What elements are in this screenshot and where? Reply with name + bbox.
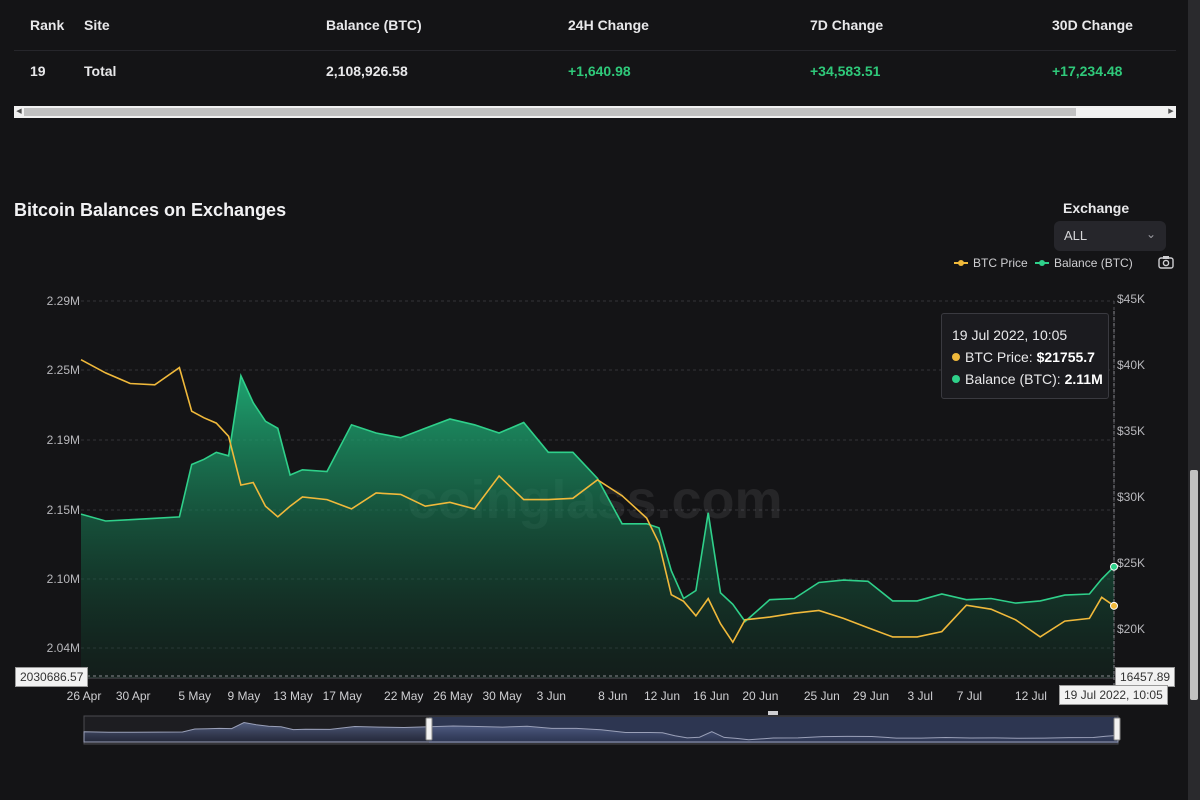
x-tick-label: 12 Jun xyxy=(644,689,680,703)
left-tick-label: 2.10M xyxy=(47,572,80,586)
scroll-left-icon[interactable]: ◀ xyxy=(16,108,22,115)
right-tick-label: $40K xyxy=(1117,358,1145,372)
header-24h-change[interactable]: 24H Change xyxy=(568,17,649,33)
cell-site: Total xyxy=(84,63,117,79)
tooltip-balance-row: Balance (BTC): 2.11M xyxy=(952,371,1103,387)
btc-cursor-point xyxy=(1110,601,1118,610)
x-axis: 26 Apr 30 Apr 5 May 9 May 13 May 17 May 22 May… xyxy=(67,689,1047,703)
right-cursor-label: 16457.89 xyxy=(1115,667,1176,687)
left-axis: 2.04M 2.10M 2.15M 2.19M 2.25M 2.29M xyxy=(47,294,80,655)
tooltip-btc-dot xyxy=(952,353,960,361)
x-tick-label: 17 May xyxy=(323,689,362,703)
balance-area xyxy=(81,375,1114,678)
x-tick-label: 26 Apr xyxy=(67,689,102,703)
page-vertical-scrollbar[interactable] xyxy=(1188,0,1200,800)
legend-btc-label: BTC Price xyxy=(973,256,1028,270)
legend-item-balance[interactable]: Balance (BTC) xyxy=(1035,256,1133,270)
scrollbar-thumb[interactable] xyxy=(24,108,1076,116)
cell-7d-change: +34,583.51 xyxy=(810,63,881,79)
header-rank[interactable]: Rank xyxy=(30,17,65,33)
x-tick-label: 25 Jun xyxy=(804,689,840,703)
x-tick-label: 7 Jul xyxy=(957,689,982,703)
x-tick-label: 3 Jul xyxy=(908,689,933,703)
exchange-select[interactable]: ALL ⌄ xyxy=(1054,221,1166,251)
header-7d-change[interactable]: 7D Change xyxy=(810,17,884,33)
range-navigator[interactable] xyxy=(83,711,1121,745)
tooltip-balance-label: Balance (BTC): xyxy=(965,371,1061,387)
btc-price-line xyxy=(80,358,1115,644)
left-tick-label: 2.15M xyxy=(47,503,80,517)
x-tick-label: 5 May xyxy=(178,689,211,703)
x-tick-label: 26 May xyxy=(433,689,472,703)
chart-title: Bitcoin Balances on Exchanges xyxy=(14,200,287,220)
table-horizontal-scrollbar[interactable]: ◀ ▶ xyxy=(14,106,1176,118)
exchange-filter-label: Exchange xyxy=(1063,200,1130,216)
legend-balance-label: Balance (BTC) xyxy=(1054,256,1133,270)
left-tick-label: 2.29M xyxy=(47,294,80,308)
balance-line xyxy=(80,373,1115,623)
right-tick-label: $20K xyxy=(1117,622,1145,636)
x-tick-label: 13 May xyxy=(273,689,312,703)
page-scrollbar-thumb[interactable] xyxy=(1190,470,1198,700)
x-tick-label: 29 Jun xyxy=(853,689,889,703)
x-tick-label: 8 Jun xyxy=(598,689,627,703)
x-tick-label: 9 May xyxy=(228,689,261,703)
right-tick-label: $30K xyxy=(1117,490,1145,504)
tooltip-balance-dot xyxy=(952,375,960,383)
cell-24h-change: +1,640.98 xyxy=(568,63,631,79)
tooltip-btc-label: BTC Price: xyxy=(965,349,1033,365)
header-30d-change[interactable]: 30D Change xyxy=(1052,17,1133,33)
header-balance[interactable]: Balance (BTC) xyxy=(326,17,422,33)
table-header-row: Rank Site Balance (BTC) 24H Change 7D Ch… xyxy=(14,0,1176,51)
table-row-total: 19 Total 2,108,926.58 +1,640.98 +34,583.… xyxy=(14,51,1176,97)
right-tick-label: $45K xyxy=(1117,292,1145,306)
x-tick-label: 3 Jun xyxy=(537,689,566,703)
tooltip-balance-value: 2.11M xyxy=(1064,371,1103,387)
right-axis: $20K $25K $30K $35K $40K $45K xyxy=(1117,292,1145,636)
x-tick-label: 30 May xyxy=(482,689,521,703)
x-tick-label: 30 Apr xyxy=(116,689,151,703)
legend-balance-swatch xyxy=(1035,260,1049,266)
legend-btc-swatch xyxy=(954,260,968,266)
chevron-down-icon: ⌄ xyxy=(1145,227,1156,241)
tooltip-btc-value: $21755.7 xyxy=(1036,349,1095,365)
cell-rank: 19 xyxy=(30,63,46,79)
legend-item-btc-price[interactable]: BTC Price xyxy=(954,256,1028,270)
balance-cursor-point xyxy=(1110,562,1118,571)
left-tick-label: 2.04M xyxy=(47,641,80,655)
navigator-drag-handle[interactable] xyxy=(768,711,778,715)
x-tick-label: 12 Jul xyxy=(1015,689,1047,703)
x-cursor-label: 19 Jul 2022, 10:05 xyxy=(1059,685,1168,705)
x-tick-label: 16 Jun xyxy=(693,689,729,703)
camera-icon[interactable] xyxy=(1158,255,1174,269)
right-tick-label: $25K xyxy=(1117,556,1145,570)
right-tick-label: $35K xyxy=(1117,424,1145,438)
x-tick-label: 22 May xyxy=(384,689,423,703)
navigator-balance-line xyxy=(83,721,1119,743)
navigator-left-handle[interactable] xyxy=(425,717,433,741)
cell-balance: 2,108,926.58 xyxy=(326,63,408,79)
cell-30d-change: +17,234.48 xyxy=(1052,63,1123,79)
navigator-right-handle[interactable] xyxy=(1113,717,1121,741)
chart-tooltip: 19 Jul 2022, 10:05 BTC Price: $21755.7 B… xyxy=(941,313,1109,399)
tooltip-btc-row: BTC Price: $21755.7 xyxy=(952,349,1095,365)
header-site[interactable]: Site xyxy=(84,17,110,33)
left-tick-label: 2.19M xyxy=(47,433,80,447)
exchange-balance-table: Rank Site Balance (BTC) 24H Change 7D Ch… xyxy=(14,0,1176,97)
x-tick-label: 20 Jun xyxy=(742,689,778,703)
exchange-select-value: ALL xyxy=(1064,228,1088,243)
left-tick-label: 2.25M xyxy=(47,363,80,377)
scroll-right-icon[interactable]: ▶ xyxy=(1168,108,1174,115)
tooltip-time: 19 Jul 2022, 10:05 xyxy=(952,327,1068,343)
left-cursor-label: 2030686.57 xyxy=(15,667,89,687)
